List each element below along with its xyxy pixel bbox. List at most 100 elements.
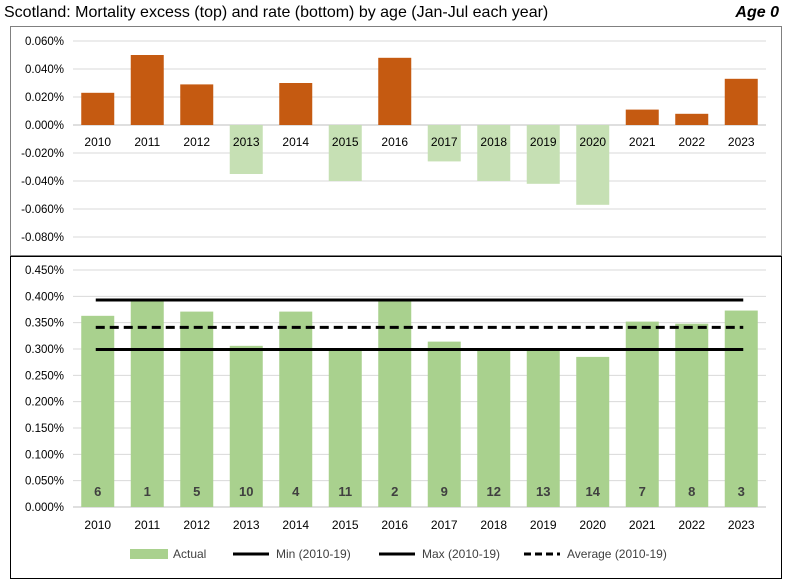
bottom-x-tick-label: 2022 (678, 518, 705, 532)
rank-label: 13 (536, 484, 550, 499)
excess-bar (378, 57, 412, 125)
actual-bar (526, 349, 560, 507)
chart-title: Scotland: Mortality excess (top) and rat… (4, 4, 549, 21)
rank-label: 8 (688, 484, 695, 499)
excess-bar (625, 109, 659, 125)
rank-label: 3 (738, 484, 745, 499)
rank-label: 10 (239, 484, 253, 499)
top-x-tick-label: 2018 (480, 135, 507, 149)
age-label: Age 0 (735, 4, 779, 21)
bottom-x-tick-label: 2021 (629, 518, 656, 532)
top-x-tick-label: 2011 (134, 135, 160, 149)
legend-label: Min (2010-19) (276, 547, 351, 561)
excess-bar (724, 78, 758, 125)
bottom-x-tick-label: 2010 (84, 518, 111, 532)
bottom-y-tick-label: 0.100% (25, 449, 64, 461)
bottom-y-tick-label: 0.000% (25, 502, 64, 514)
actual-bar (279, 311, 313, 507)
legend: Actual Min (2010-19) Max (2010-19) Average … (130, 547, 667, 561)
bottom-x-tick-label: 2014 (282, 518, 309, 532)
top-panel-border (10, 26, 782, 256)
bottom-x-tick-label: 2015 (332, 518, 359, 532)
excess-bar (675, 113, 709, 125)
excess-bar (526, 125, 560, 184)
actual-bar (724, 310, 758, 507)
rate-chart: 0.450% 0.400% 0.350% 0.300% 0.250% 0.200% 0.15… (25, 265, 766, 532)
top-x-tick-label: 2010 (84, 135, 111, 149)
rank-label: 7 (639, 484, 646, 499)
excess-bar (328, 125, 362, 181)
top-y-tick-label: 0.020% (25, 92, 64, 104)
top-y-tick-label: -0.040% (21, 176, 64, 188)
excess-bar (279, 83, 313, 125)
bottom-x-tick-label: 2019 (530, 518, 557, 532)
bottom-y-tick-label: 0.150% (25, 423, 64, 435)
legend-label: Average (2010-19) (567, 547, 667, 561)
excess-bar (427, 125, 461, 162)
bottom-x-tick-label: 2020 (579, 518, 606, 532)
top-x-tick-label: 2017 (431, 135, 458, 149)
top-x-tick-label: 2013 (233, 135, 260, 149)
actual-bar (378, 300, 412, 507)
actual-bar (477, 349, 511, 507)
top-y-tick-label: 0.000% (25, 120, 64, 132)
rank-label: 6 (94, 484, 101, 499)
excess-bar (477, 125, 511, 181)
bottom-y-tick-label: 0.300% (25, 344, 64, 356)
rank-label: 5 (193, 484, 200, 499)
bottom-y-tick-label: 0.350% (25, 318, 64, 330)
excess-chart: 0.060% 0.040% 0.020% 0.000% -0.020% -0.040% -0… (21, 36, 766, 244)
actual-bar (576, 356, 610, 507)
top-x-tick-label: 2016 (381, 135, 408, 149)
rank-label: 4 (292, 484, 300, 499)
legend-swatch-actual (130, 549, 168, 559)
rank-label: 1 (144, 484, 151, 499)
top-y-tick-label: -0.060% (21, 204, 64, 216)
rank-label: 9 (441, 484, 448, 499)
bottom-y-tick-label: 0.450% (25, 265, 64, 277)
top-y-tick-label: -0.080% (21, 232, 64, 244)
actual-bar (229, 345, 263, 507)
bottom-x-tick-label: 2016 (381, 518, 408, 532)
top-x-tick-label: 2012 (183, 135, 210, 149)
rank-label: 14 (586, 484, 601, 499)
rank-label: 2 (391, 484, 398, 499)
bottom-y-tick-label: 0.050% (25, 476, 64, 488)
bottom-x-tick-label: 2023 (728, 518, 755, 532)
bottom-panel-border (10, 256, 782, 579)
actual-bar (328, 349, 362, 507)
top-x-tick-label: 2022 (678, 135, 705, 149)
bottom-y-tick-label: 0.200% (25, 397, 64, 409)
actual-bar (625, 321, 659, 507)
actual-bar (130, 300, 164, 507)
excess-bar (81, 92, 115, 125)
bottom-x-tick-label: 2011 (134, 518, 160, 532)
actual-bar (180, 311, 214, 507)
bottom-y-tick-label: 0.250% (25, 370, 64, 382)
top-x-tick-label: 2019 (530, 135, 557, 149)
top-x-tick-label: 2023 (728, 135, 755, 149)
top-y-tick-label: 0.040% (25, 64, 64, 76)
excess-bar (130, 55, 164, 125)
actual-bar (427, 341, 461, 507)
legend-label: Actual (173, 547, 206, 561)
bottom-x-tick-label: 2013 (233, 518, 260, 532)
top-y-tick-label: 0.060% (25, 36, 64, 48)
bottom-x-tick-label: 2012 (183, 518, 210, 532)
rank-label: 12 (487, 484, 501, 499)
bottom-x-tick-label: 2017 (431, 518, 458, 532)
actual-bar (675, 323, 709, 507)
rank-label: 11 (338, 484, 352, 499)
actual-bar (81, 315, 115, 507)
top-x-tick-label: 2015 (332, 135, 359, 149)
excess-bar (576, 125, 610, 205)
top-x-tick-label: 2020 (579, 135, 606, 149)
bottom-y-tick-label: 0.400% (25, 291, 64, 303)
top-x-tick-label: 2014 (282, 135, 309, 149)
bottom-x-tick-label: 2018 (480, 518, 507, 532)
top-x-tick-label: 2021 (629, 135, 656, 149)
excess-bar (229, 125, 263, 174)
top-y-tick-label: -0.020% (21, 148, 64, 160)
excess-bar (180, 84, 214, 125)
